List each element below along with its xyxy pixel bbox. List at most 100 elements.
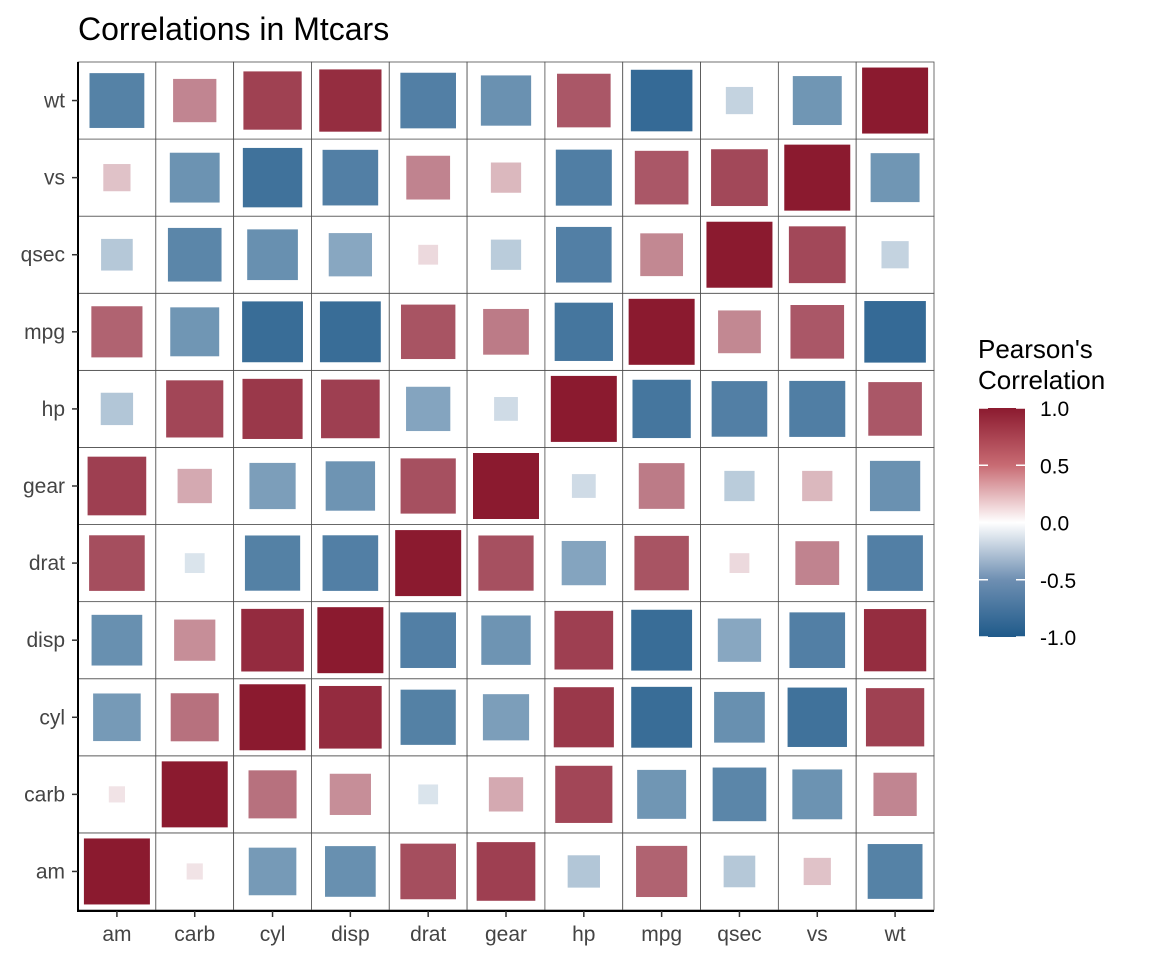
correlation-square-mpg-qsec: [718, 310, 761, 354]
correlation-square-am-drat: [400, 843, 456, 900]
correlation-square-am-vs: [803, 857, 831, 886]
x-tick-label-drat: drat: [410, 923, 446, 946]
correlation-square-carb-carb: [161, 761, 228, 828]
correlation-square-vs-drat: [406, 155, 451, 200]
correlation-square-drat-cyl: [244, 535, 301, 591]
x-tick-label-gear: gear: [485, 923, 527, 946]
correlation-square-hp-vs: [789, 380, 846, 437]
correlation-square-cyl-drat: [400, 689, 456, 745]
correlation-square-am-disp: [325, 846, 376, 897]
correlation-square-carb-gear: [488, 777, 524, 812]
correlation-square-drat-wt: [867, 535, 923, 591]
x-tick-label-qsec: qsec: [717, 923, 761, 946]
correlation-square-gear-gear: [473, 453, 539, 519]
legend-title-line1: Pearson's: [978, 334, 1093, 364]
correlation-square-drat-mpg: [634, 535, 689, 591]
correlation-square-qsec-gear: [490, 239, 522, 270]
correlation-square-mpg-carb: [170, 307, 220, 357]
correlation-square-wt-disp: [319, 69, 382, 132]
correlation-square-carb-cyl: [248, 770, 297, 819]
correlation-square-vs-disp: [322, 149, 379, 206]
x-tick-label-cyl: cyl: [260, 923, 286, 946]
correlation-square-disp-cyl: [241, 608, 304, 672]
correlation-square-gear-wt: [869, 460, 921, 512]
correlation-square-qsec-drat: [418, 244, 439, 265]
y-tick-label-vs: vs: [44, 167, 65, 190]
correlation-square-wt-cyl: [243, 71, 302, 130]
correlation-square-am-gear: [476, 842, 536, 901]
y-tick-label-qsec: qsec: [21, 244, 65, 267]
correlation-square-wt-am: [89, 73, 145, 128]
correlation-square-gear-drat: [400, 458, 456, 514]
correlation-square-hp-cyl: [242, 378, 303, 439]
correlation-square-wt-vs: [792, 76, 842, 126]
cell-am-mpg: [622, 832, 701, 911]
correlation-square-mpg-hp: [554, 302, 613, 361]
correlation-square-hp-mpg: [632, 379, 691, 439]
y-tick-label-gear: gear: [23, 475, 65, 498]
correlation-square-hp-wt: [868, 382, 922, 436]
correlation-square-disp-carb: [174, 619, 216, 661]
correlation-square-vs-qsec: [711, 149, 768, 207]
x-tick-label-mpg: mpg: [641, 923, 682, 946]
legend-tick-label-3: -0.5: [1040, 570, 1076, 593]
correlation-square-vs-vs: [784, 144, 851, 211]
correlation-square-mpg-vs: [790, 305, 845, 359]
correlation-square-cyl-cyl: [239, 684, 306, 751]
correlation-square-vs-gear: [490, 162, 522, 193]
correlation-square-vs-carb: [169, 152, 220, 203]
correlation-square-drat-drat: [395, 530, 462, 597]
correlation-square-vs-mpg: [634, 150, 689, 205]
correlation-square-carb-hp: [555, 765, 613, 823]
y-tick-label-disp: disp: [26, 629, 65, 652]
correlation-square-carb-mpg: [637, 769, 687, 819]
correlation-square-drat-gear: [478, 535, 534, 591]
legend-tick-label-2: 0.0: [1040, 513, 1069, 536]
correlation-square-hp-drat: [406, 386, 451, 432]
correlation-square-am-carb: [186, 863, 203, 880]
correlation-square-wt-qsec: [725, 86, 754, 115]
correlation-square-qsec-qsec: [706, 221, 773, 288]
correlation-square-drat-carb: [184, 553, 205, 573]
x-tick-label-vs: vs: [807, 923, 828, 946]
correlation-square-gear-mpg: [638, 463, 685, 509]
correlation-square-hp-hp: [550, 375, 617, 442]
correlation-square-disp-hp: [554, 610, 614, 670]
correlation-square-vs-am: [103, 164, 131, 192]
legend-title-line2: Correlation: [978, 365, 1105, 395]
correlation-square-gear-cyl: [249, 462, 296, 510]
correlation-square-drat-hp: [561, 540, 606, 586]
correlation-square-qsec-mpg: [640, 233, 684, 277]
y-tick-label-hp: hp: [42, 398, 65, 421]
correlation-square-carb-vs: [792, 769, 843, 820]
correlation-square-gear-carb: [177, 468, 212, 504]
correlation-square-mpg-wt: [864, 301, 926, 363]
correlation-square-vs-hp: [555, 149, 612, 206]
correlation-square-am-hp: [567, 855, 600, 888]
y-axis-ticks: am carb cyl disp drat gear hp mpg qsec vs wt: [21, 90, 78, 883]
correlation-square-disp-am: [91, 614, 143, 666]
correlation-square-gear-am: [87, 456, 147, 516]
correlation-square-hp-carb: [166, 380, 224, 438]
correlation-square-gear-hp: [571, 474, 596, 498]
chart-title: Correlations in Mtcars: [78, 11, 389, 47]
correlation-square-disp-vs: [789, 612, 846, 668]
correlation-square-cyl-disp: [319, 685, 382, 749]
correlation-square-qsec-hp: [556, 226, 612, 283]
correlation-square-disp-qsec: [717, 618, 762, 662]
correlation-square-drat-am: [89, 535, 145, 591]
correlation-square-hp-am: [100, 392, 134, 426]
correlation-square-mpg-drat: [400, 304, 456, 360]
correlation-square-mpg-disp: [319, 301, 381, 363]
y-tick-label-am: am: [36, 860, 65, 883]
correlation-square-wt-mpg: [630, 69, 693, 132]
correlation-square-mpg-mpg: [628, 298, 695, 365]
correlation-square-carb-disp: [329, 773, 371, 815]
correlation-square-am-qsec: [723, 855, 756, 888]
correlation-square-hp-qsec: [711, 381, 768, 437]
correlation-square-disp-wt: [863, 609, 927, 672]
correlation-square-mpg-cyl: [242, 301, 303, 363]
correlation-square-disp-disp: [317, 607, 384, 674]
correlation-square-mpg-gear: [483, 308, 529, 355]
correlation-square-cyl-gear: [482, 694, 530, 741]
